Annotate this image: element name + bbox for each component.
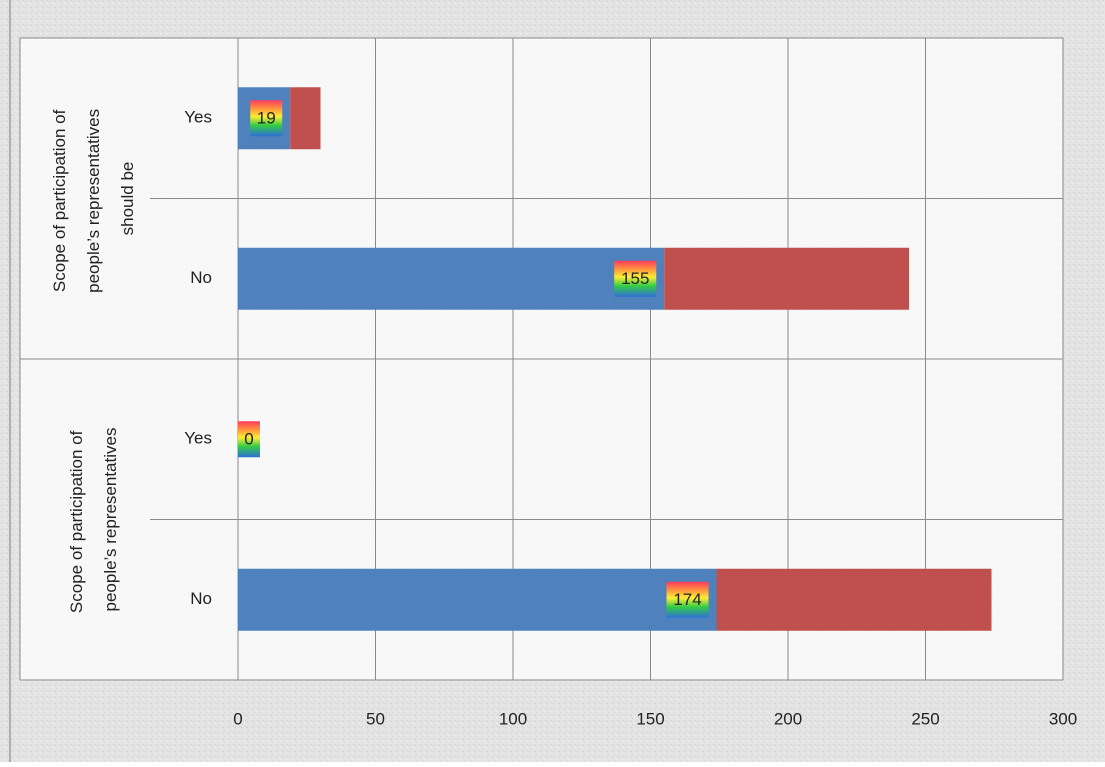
y-tick-label: No bbox=[190, 589, 212, 608]
y-tick-label: Yes bbox=[184, 429, 212, 448]
x-tick-label: 250 bbox=[911, 709, 939, 728]
data-label: 155 bbox=[621, 269, 649, 288]
data-label-box bbox=[238, 421, 260, 458]
bar bbox=[716, 568, 992, 631]
bar bbox=[664, 247, 909, 310]
data-label-box bbox=[250, 100, 283, 137]
y-tick-label: No bbox=[190, 268, 212, 287]
x-tick-label: 150 bbox=[636, 709, 664, 728]
bar bbox=[238, 247, 665, 310]
x-tick-label: 200 bbox=[774, 709, 802, 728]
group-label: Scope of participation of people’s repre… bbox=[67, 426, 120, 613]
data-label: 19 bbox=[257, 109, 276, 128]
x-tick-label: 50 bbox=[366, 709, 385, 728]
y-tick-label: Yes bbox=[184, 108, 212, 127]
data-label-box bbox=[614, 260, 657, 297]
bar bbox=[290, 87, 321, 150]
bar bbox=[238, 568, 717, 631]
group-label: Scope of participation of people’s repre… bbox=[50, 104, 137, 293]
data-label: 174 bbox=[673, 590, 701, 609]
x-tick-label: 0 bbox=[233, 709, 242, 728]
data-label-box bbox=[666, 581, 709, 618]
data-label: 0 bbox=[244, 430, 253, 449]
x-tick-label: 100 bbox=[499, 709, 527, 728]
x-tick-label: 300 bbox=[1049, 709, 1077, 728]
